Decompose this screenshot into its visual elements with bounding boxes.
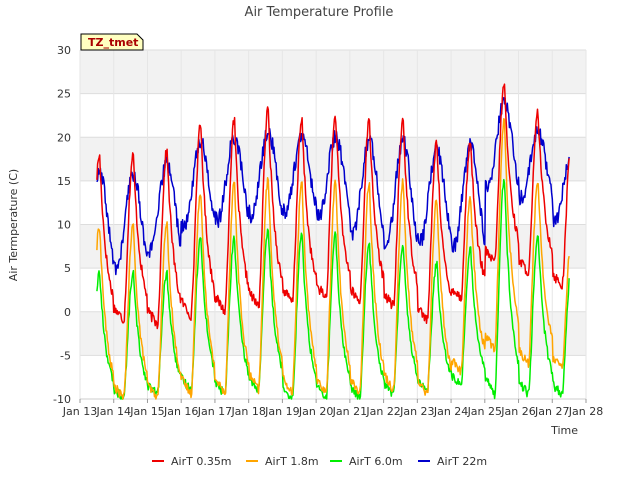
plot-band	[80, 50, 586, 94]
annotation-label: TZ_tmet	[88, 36, 138, 49]
legend: AirT 0.35m AirT 1.8m AirT 6.0m AirT 22m	[152, 455, 487, 468]
x-tick-label: Jan 21	[332, 405, 367, 418]
series-lines	[96, 83, 570, 400]
x-tick-label: Jan 14	[96, 405, 131, 418]
x-tick-label: Jan 16	[163, 405, 198, 418]
x-tick-label: Jan 22	[365, 405, 400, 418]
series-line-1	[96, 83, 570, 330]
x-tick-label: Jan 28	[568, 405, 603, 418]
y-tick-label: -5	[60, 349, 71, 362]
legend-label: AirT 1.8m	[265, 455, 319, 468]
x-tick-label: Jan 26	[500, 405, 535, 418]
legend-label: AirT 6.0m	[349, 455, 403, 468]
x-tick-label: Jan 27	[534, 405, 569, 418]
x-tick-label: Jan 13	[62, 405, 97, 418]
x-tick-label: Jan 17	[197, 405, 232, 418]
x-tick-label: Jan 19	[264, 405, 299, 418]
y-tick-label: 0	[64, 306, 71, 319]
y-tick-label: 10	[57, 219, 71, 232]
annotation-box: TZ_tmet	[80, 33, 144, 51]
x-axis-ticks: Jan 13 Jan 14 Jan 15 Jan 16 Jan 17 Jan 18 Jan …	[62, 399, 603, 418]
x-tick-label: Jan 18	[230, 405, 265, 418]
legend-label: AirT 0.35m	[171, 455, 232, 468]
legend-label: AirT 22m	[437, 455, 487, 468]
x-axis-label: Time	[550, 424, 578, 437]
x-tick-label: Jan 15	[129, 405, 164, 418]
series-line-3	[96, 178, 570, 400]
y-tick-label: 15	[57, 175, 71, 188]
chart-title: Air Temperature Profile	[245, 5, 394, 20]
y-tick-label: -10	[53, 393, 71, 406]
x-tick-label: Jan 24	[433, 405, 468, 418]
y-tick-label: 25	[57, 88, 71, 101]
y-tick-label: 20	[57, 131, 71, 144]
y-axis-label: Air Termperature (C)	[7, 169, 20, 281]
y-tick-label: 30	[57, 44, 71, 57]
plot-band	[80, 311, 586, 356]
x-tick-label: Jan 23	[399, 405, 434, 418]
x-tick-label: Jan 20	[298, 405, 333, 418]
y-axis-ticks: -10 -5 0 5 10 15 20 25 30	[53, 44, 71, 406]
series-line-2	[96, 117, 570, 400]
x-tick-label: Jan 25	[467, 405, 502, 418]
y-tick-label: 5	[64, 262, 71, 275]
